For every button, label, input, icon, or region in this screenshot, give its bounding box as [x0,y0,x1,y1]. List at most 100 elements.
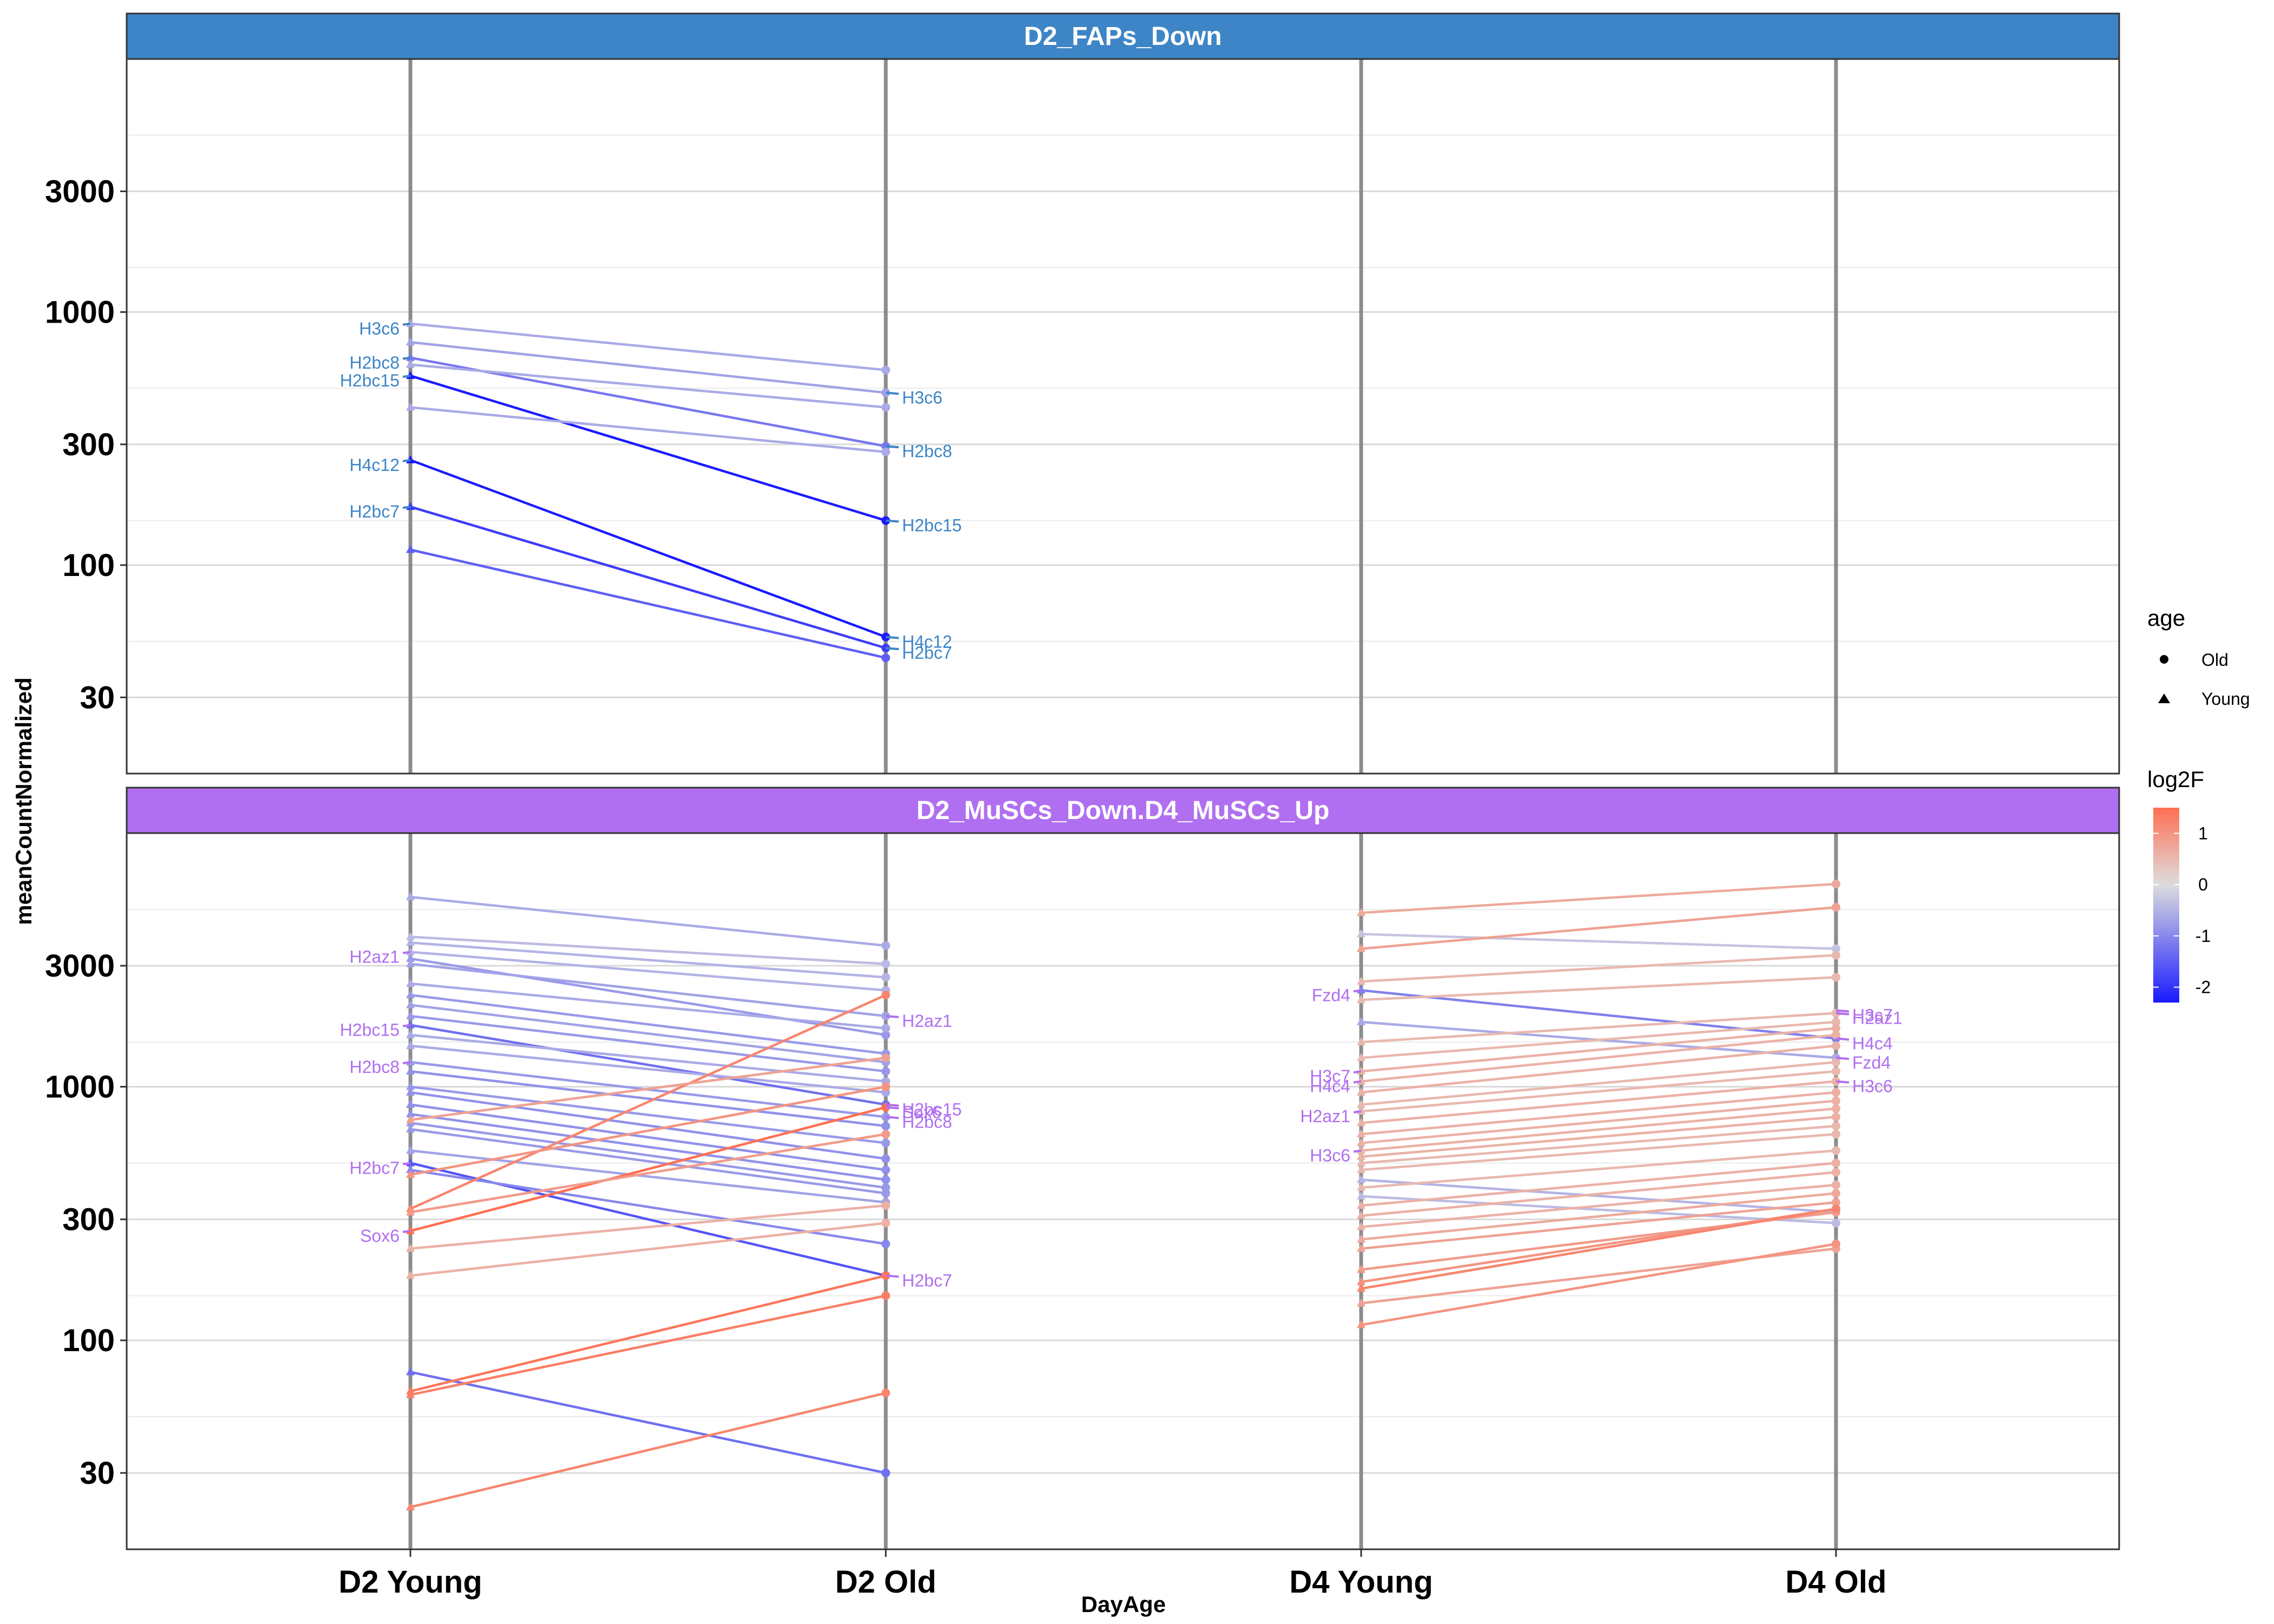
young-point [406,938,415,946]
young-point [1357,995,1365,1004]
gene-line [1361,1201,1837,1250]
young-point [1357,1265,1365,1273]
old-point [1832,1239,1840,1248]
panel-border [126,832,2120,1550]
old-point [1832,1158,1840,1168]
x-tick-label: D4 Old [1786,1564,1887,1600]
colorbar-tick-label: 1 [2198,823,2208,843]
gene-label-leader [402,356,411,360]
gene-label-leader [402,1162,411,1165]
young-point [406,1207,415,1216]
young-point [1357,1210,1365,1219]
panel-strip [126,12,2120,60]
young-point [406,1030,415,1038]
gene-line [1361,1116,1837,1158]
legend-young-label: Young [2201,689,2250,709]
gene-label-leader [1835,1009,1850,1013]
gene-line [410,1056,886,1121]
old-point [881,959,890,968]
y-tick-label: 100 [62,548,115,583]
gene-label: Fzd4 [1852,1053,1891,1072]
gene-label: H4c12 [902,632,952,652]
young-point [1357,1151,1365,1160]
gene-label: H3c7 [1852,1005,1893,1025]
gene-line [410,1024,886,1106]
young-point [1357,1165,1365,1174]
gene-label-leader [885,1116,899,1119]
colorbar-gradient [2153,808,2179,1003]
colorbar-tick-label: 0 [2198,875,2208,894]
gene-label: Sox6 [360,1226,400,1246]
old-point [881,1067,890,1076]
x-tick-label: D2 Young [338,1564,482,1600]
young-point [406,1390,415,1398]
gene-line [1361,989,1837,1040]
young-point [1357,929,1365,938]
gene-line [410,1222,886,1277]
old-point [881,1165,890,1175]
gene-label: H3c6 [1852,1077,1893,1096]
gene-label-leader [1353,1149,1362,1153]
old-point [1832,1122,1840,1131]
old-point [1832,880,1840,889]
gene-line [1361,1242,1837,1326]
gene-label: H2bc7 [902,1271,952,1290]
old-point [1832,1198,1840,1207]
gene-line [1361,1132,1837,1171]
gene-line [410,935,886,965]
young-point [1357,1234,1365,1243]
old-point [881,1122,890,1131]
old-point [1832,1112,1840,1122]
old-point [881,1130,890,1139]
gene-label-leader [402,459,411,462]
gene-line [1361,1107,1837,1152]
old-point [1832,1024,1840,1033]
young-point [1357,1284,1365,1292]
old-point [881,1189,890,1198]
gene-line [1361,1020,1837,1059]
young-point [1357,1298,1365,1307]
gene-label: H2bc15 [902,1100,962,1119]
gene-line [1361,1033,1837,1083]
young-point [1357,1138,1365,1147]
y-axis-title: meanCountNormalized [11,677,36,925]
gene-label-leader [885,519,899,523]
gene-line [410,982,886,1030]
old-point [1832,1219,1840,1228]
young-point [1357,908,1365,916]
young-point [1357,1320,1365,1328]
old-point [881,653,890,663]
gene-line [1361,1183,1837,1228]
panel-2: D2_MuSCs_Down.D4_MuSCs_Up 30 100 300 1000 300… [45,787,2120,1550]
y-tick-label: 300 [62,427,115,462]
plot-background [127,59,2119,774]
gene-line [410,993,886,1210]
gene-line [410,340,886,394]
old-point [881,1138,890,1148]
young-point [406,1502,415,1511]
young-point [1357,1053,1365,1062]
old-point [881,1175,890,1184]
young-point [406,1011,415,1019]
panel-title: D2_MuSCs_Down.D4_MuSCs_Up [917,796,1330,825]
old-point [1832,1096,1840,1105]
gene-line [410,374,886,522]
young-point [1357,1277,1365,1286]
gene-label: H2bc7 [350,1158,400,1178]
gene-label: H2az1 [350,947,400,967]
gene-label-leader [885,647,899,651]
gene-label: H4c12 [350,455,400,475]
young-point [1357,1129,1365,1138]
gene-line [410,1128,886,1195]
x-tick-label: D4 Young [1289,1564,1433,1600]
gene-line [410,406,886,454]
gene-line [1361,1070,1837,1113]
young-point [1357,1222,1365,1230]
gene-label-leader [885,1106,899,1110]
x-axis: D2 Young D2 Old D4 Young D4 Old [338,1549,1886,1600]
gene-label-leader [1353,1080,1362,1084]
old-point [1832,1058,1840,1067]
young-point [406,979,415,987]
young-point [1357,944,1365,952]
old-point [1832,1088,1840,1097]
